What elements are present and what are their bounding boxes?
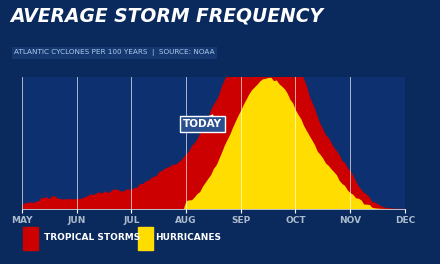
Text: HURRICANES: HURRICANES [155, 233, 221, 242]
Bar [23, 227, 38, 250]
Text: ATLANTIC CYCLONES PER 100 YEARS  |  SOURCE: NOAA: ATLANTIC CYCLONES PER 100 YEARS | SOURCE… [14, 49, 215, 56]
Text: SEP. 10: SEP. 10 [0, 263, 1, 264]
Bar [235, 77, 298, 209]
Text: AVERAGE STORM FREQUENCY: AVERAGE STORM FREQUENCY [11, 7, 324, 26]
Bar [138, 227, 153, 250]
Text: TROPICAL STORMS: TROPICAL STORMS [44, 233, 140, 242]
Text: TODAY: TODAY [183, 115, 222, 129]
